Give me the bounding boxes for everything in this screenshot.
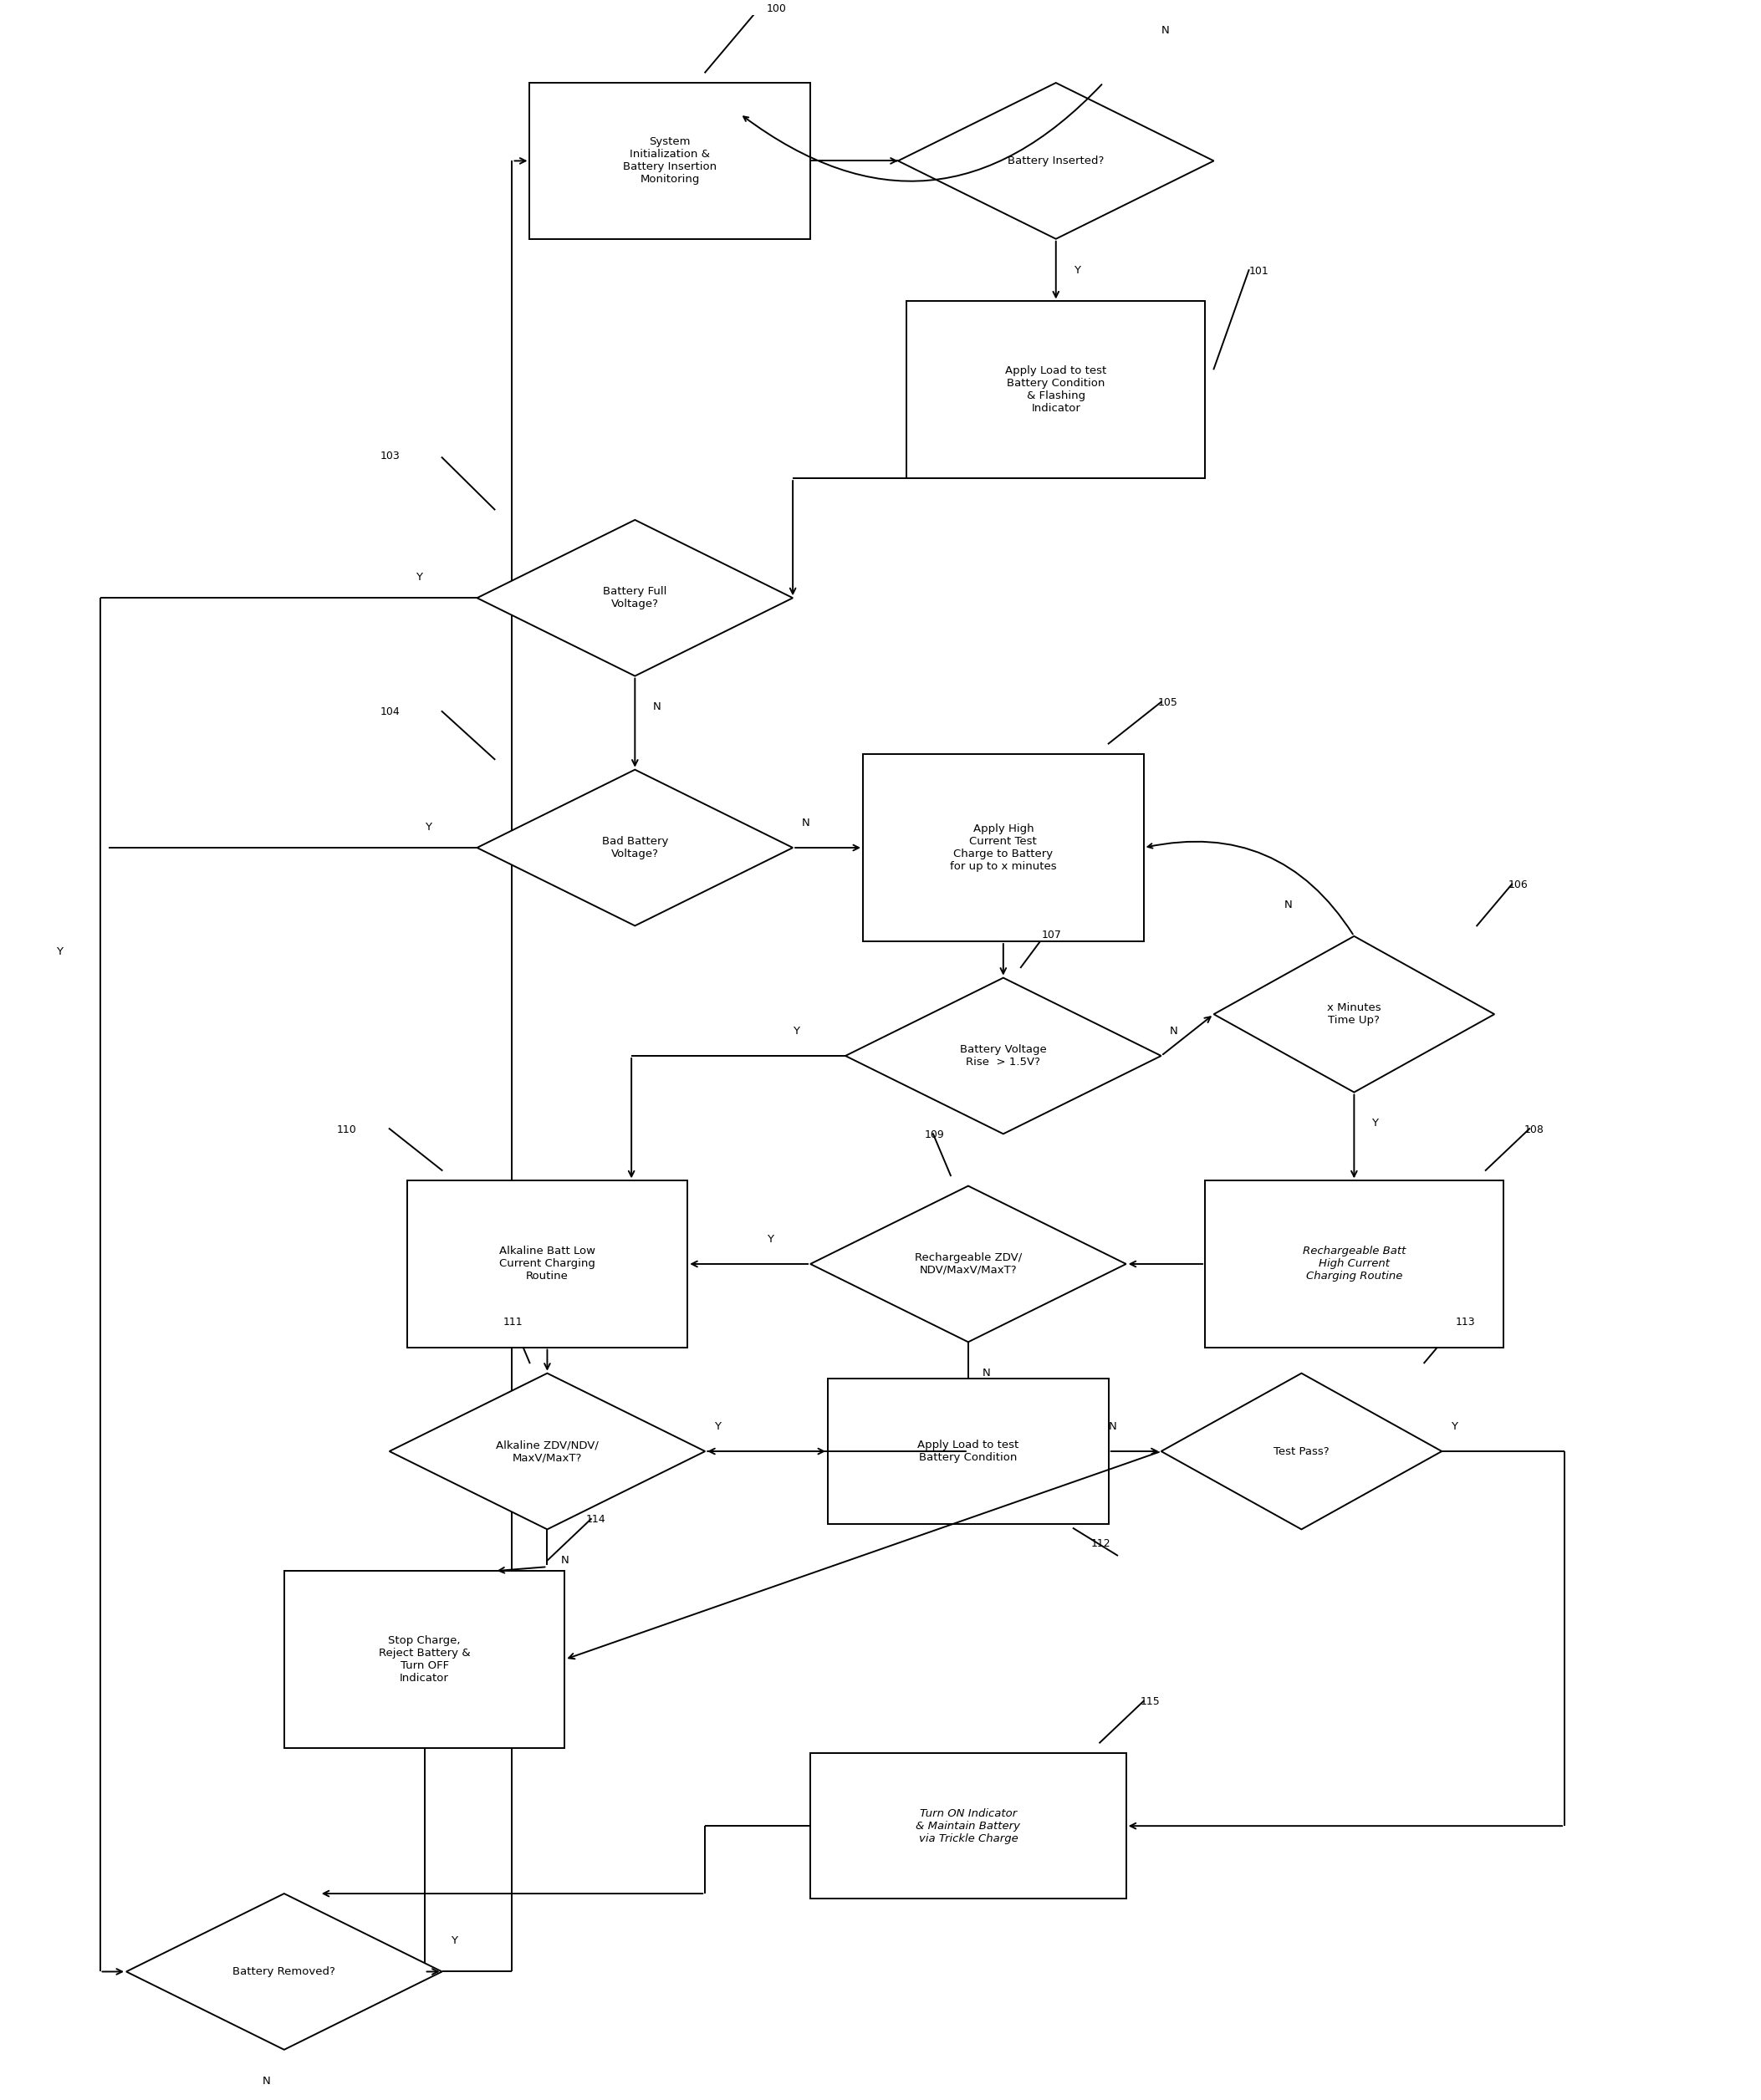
Polygon shape (477, 771, 792, 926)
Text: Apply Load to test
Battery Condition
& Flashing
Indicator: Apply Load to test Battery Condition & F… (1006, 365, 1106, 414)
Text: Y: Y (56, 947, 63, 958)
Text: 105: 105 (1157, 697, 1178, 708)
Text: Y: Y (713, 1422, 720, 1432)
Polygon shape (127, 1894, 442, 2050)
Text: N: N (262, 2075, 271, 2085)
Text: Rechargeable Batt
High Current
Charging Routine: Rechargeable Batt High Current Charging … (1303, 1245, 1405, 1281)
Text: Apply High
Current Test
Charge to Battery
for up to x minutes: Apply High Current Test Charge to Batter… (949, 823, 1057, 872)
Text: Battery Voltage
Rise  > 1.5V?: Battery Voltage Rise > 1.5V? (960, 1044, 1046, 1067)
Text: 108: 108 (1525, 1124, 1544, 1134)
Text: N: N (1160, 25, 1169, 36)
Bar (907, 300, 1205, 479)
Text: Stop Charge,
Reject Battery &
Turn OFF
Indicator: Stop Charge, Reject Battery & Turn OFF I… (379, 1636, 470, 1684)
Polygon shape (845, 979, 1160, 1134)
Text: Battery Removed?: Battery Removed? (232, 1966, 336, 1976)
Text: 103: 103 (380, 452, 400, 462)
Bar (530, 82, 810, 239)
Text: 113: 113 (1456, 1317, 1476, 1327)
Text: Y: Y (792, 1025, 799, 1035)
Text: Battery Full
Voltage?: Battery Full Voltage? (602, 586, 667, 609)
Text: x Minutes
Time Up?: x Minutes Time Up? (1328, 1002, 1381, 1027)
Text: 106: 106 (1509, 880, 1529, 890)
Text: Rechargeable ZDV/
NDV/MaxV/MaxT?: Rechargeable ZDV/ NDV/MaxV/MaxT? (914, 1252, 1021, 1275)
Polygon shape (389, 1373, 704, 1529)
Polygon shape (1160, 1373, 1442, 1529)
Text: Apply Load to test
Battery Condition: Apply Load to test Battery Condition (917, 1441, 1020, 1464)
Text: Y: Y (1451, 1422, 1458, 1432)
Text: Test Pass?: Test Pass? (1273, 1447, 1330, 1457)
Text: Y: Y (416, 571, 423, 582)
Polygon shape (477, 521, 792, 676)
Text: 109: 109 (925, 1130, 944, 1140)
Bar (1205, 1180, 1504, 1348)
Text: Alkaline ZDV/NDV/
MaxV/MaxT?: Alkaline ZDV/NDV/ MaxV/MaxT? (497, 1441, 599, 1464)
Text: Battery Inserted?: Battery Inserted? (1007, 155, 1104, 166)
Text: 104: 104 (380, 708, 400, 718)
Text: Y: Y (1372, 1117, 1379, 1130)
Text: 115: 115 (1139, 1697, 1160, 1707)
Text: N: N (983, 1367, 990, 1380)
Bar (828, 1378, 1108, 1525)
Text: Turn ON Indicator
& Maintain Battery
via Trickle Charge: Turn ON Indicator & Maintain Battery via… (916, 1808, 1020, 1844)
Text: 111: 111 (504, 1317, 523, 1327)
Text: N: N (801, 817, 810, 827)
Polygon shape (810, 1186, 1125, 1342)
Text: 112: 112 (1092, 1539, 1111, 1550)
Text: Y: Y (766, 1233, 773, 1245)
Text: N: N (562, 1556, 569, 1567)
Bar (407, 1180, 687, 1348)
Text: 110: 110 (336, 1124, 357, 1134)
Text: N: N (653, 701, 660, 712)
Text: Y: Y (1074, 265, 1079, 275)
Text: System
Initialization &
Battery Insertion
Monitoring: System Initialization & Battery Insertio… (623, 136, 717, 185)
Polygon shape (1213, 937, 1495, 1092)
Text: Bad Battery
Voltage?: Bad Battery Voltage? (602, 836, 667, 859)
Bar (863, 754, 1143, 941)
Text: Alkaline Batt Low
Current Charging
Routine: Alkaline Batt Low Current Charging Routi… (498, 1245, 595, 1281)
Text: 100: 100 (766, 4, 787, 15)
Text: N: N (1169, 1025, 1178, 1035)
Text: 107: 107 (1043, 930, 1062, 941)
Text: N: N (1284, 899, 1293, 911)
Text: Y: Y (451, 1934, 458, 1947)
Text: 101: 101 (1249, 265, 1268, 277)
Text: N: N (1108, 1422, 1116, 1432)
Text: Y: Y (424, 821, 431, 832)
Bar (284, 1571, 565, 1747)
Bar (810, 1754, 1125, 1898)
Text: 114: 114 (586, 1514, 606, 1525)
Polygon shape (898, 82, 1213, 239)
